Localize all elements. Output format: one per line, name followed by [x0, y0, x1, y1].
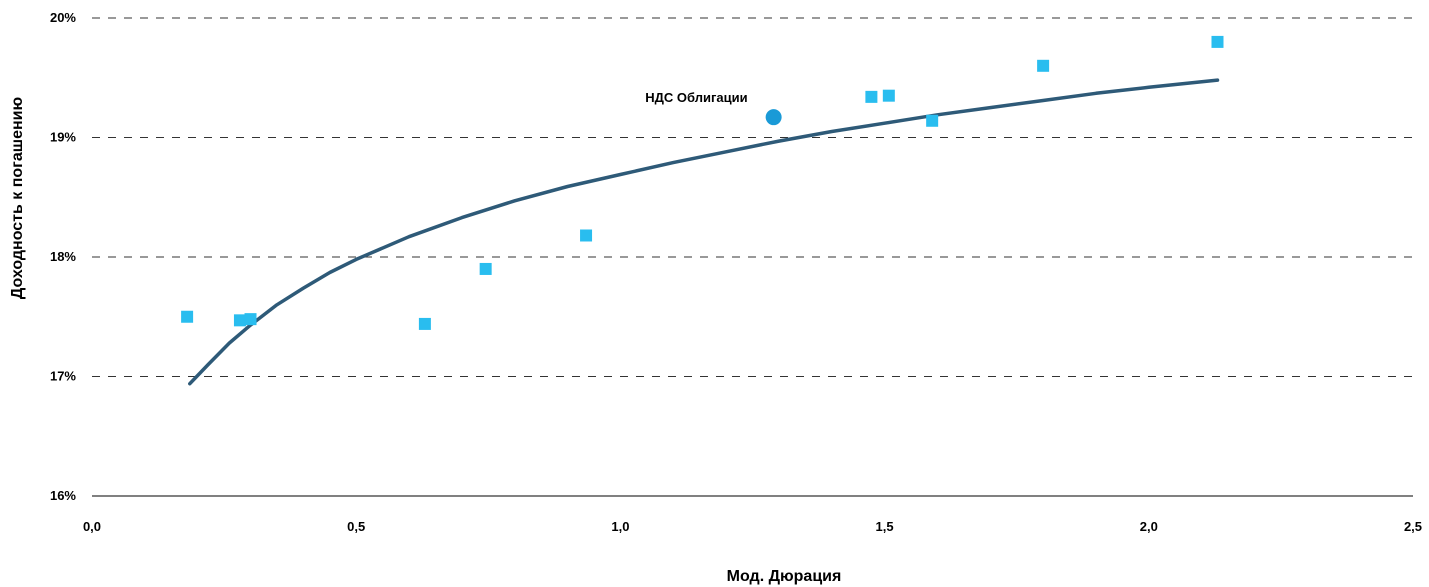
y-axis-title: Доходность к погашению: [9, 97, 26, 300]
data-point-circle: [765, 109, 782, 126]
x-axis-ticks: 0,0 0,5 1,0 1,5 2,0 2,5: [83, 519, 1422, 534]
data-point-square: [882, 89, 895, 102]
data-point-square: [865, 90, 878, 103]
y-tick-label: 19%: [50, 130, 76, 145]
x-tick-label: 1,0: [611, 519, 629, 534]
data-point-square: [926, 114, 939, 127]
x-tick-label: 0,0: [83, 519, 101, 534]
x-tick-label: 0,5: [347, 519, 365, 534]
y-axis-ticks: 16% 17% 18% 19% 20%: [50, 10, 76, 503]
annotation-label: НДС Облигации: [645, 90, 747, 105]
trend-line: [188, 78, 1220, 386]
y-tick-label: 16%: [50, 488, 76, 503]
x-axis-title: Мод. Дюрация: [727, 568, 842, 585]
data-points: [181, 35, 1224, 330]
grid-lines: [92, 17, 1413, 497]
annotations: НДС Облигации: [645, 90, 747, 105]
data-point-square: [244, 313, 257, 326]
data-point-square: [1211, 35, 1224, 48]
x-tick-label: 2,0: [1140, 519, 1158, 534]
data-point-square: [1037, 59, 1050, 72]
trend-line-group: [188, 78, 1220, 386]
x-tick-label: 2,5: [1404, 519, 1422, 534]
data-point-square: [181, 310, 194, 323]
y-tick-label: 18%: [50, 249, 76, 264]
data-point-square: [418, 317, 431, 330]
data-point-square: [580, 229, 593, 242]
y-tick-label: 20%: [50, 10, 76, 25]
data-point-square: [233, 314, 246, 327]
data-point-square: [479, 262, 492, 275]
y-tick-label: 17%: [50, 369, 76, 384]
x-tick-label: 1,5: [876, 519, 894, 534]
